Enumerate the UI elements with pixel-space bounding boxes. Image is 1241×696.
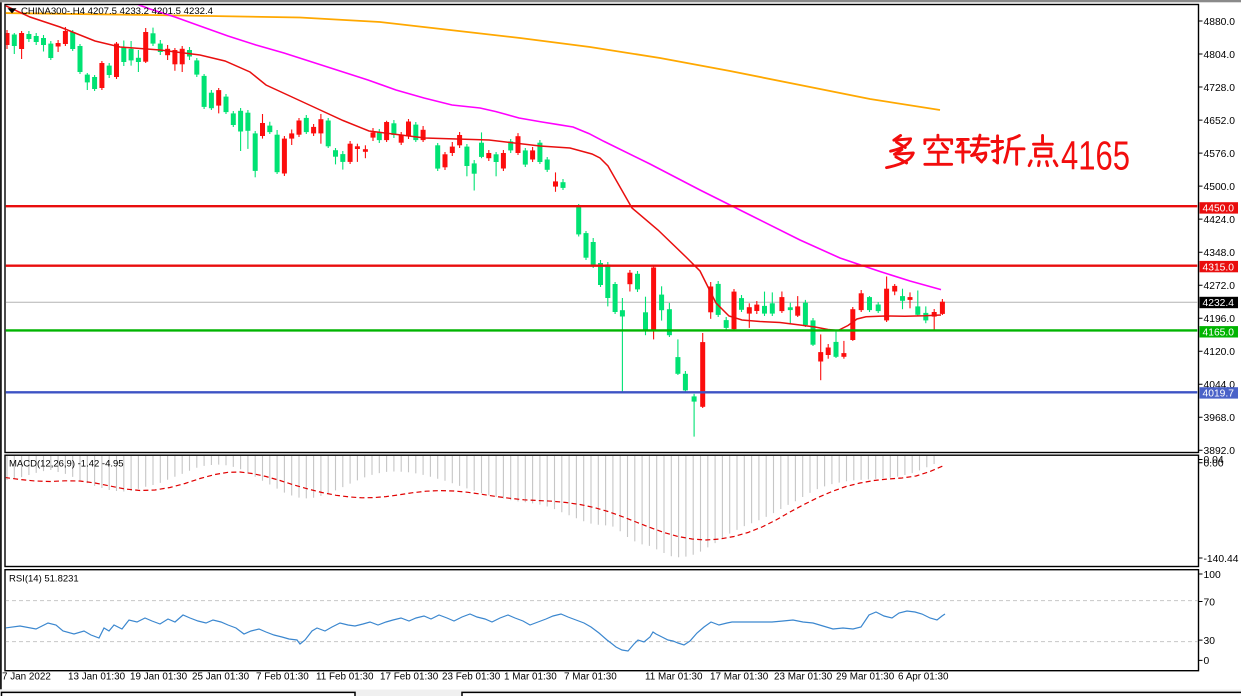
svg-text:11 Feb 01:30: 11 Feb 01:30 [316,672,374,683]
svg-text:23 Feb 01:30: 23 Feb 01:30 [442,672,501,683]
svg-text:4272.0: 4272.0 [1204,281,1236,292]
svg-text:4165.0: 4165.0 [1203,328,1235,339]
svg-text:4500.0: 4500.0 [1204,182,1236,193]
svg-text:-140.44: -140.44 [1204,554,1239,565]
svg-text:4804.0: 4804.0 [1204,50,1236,61]
svg-text:17 Mar 01:30: 17 Mar 01:30 [710,672,769,683]
svg-text:3892.0: 3892.0 [1204,446,1236,457]
svg-text:70: 70 [1204,597,1216,608]
svg-text:17 Feb 01:30: 17 Feb 01:30 [380,672,439,683]
svg-text:4652.0: 4652.0 [1204,116,1236,127]
svg-text:7 Feb 01:30: 7 Feb 01:30 [256,672,309,683]
svg-text:13 Jan 01:30: 13 Jan 01:30 [68,672,126,683]
svg-text:4196.0: 4196.0 [1204,314,1236,325]
svg-text:4165: 4165 [1061,133,1130,179]
svg-text:6 Apr 01:30: 6 Apr 01:30 [898,672,949,683]
svg-text:4450.0: 4450.0 [1203,204,1235,215]
svg-text:30: 30 [1204,636,1216,647]
svg-text:4880.0: 4880.0 [1204,17,1236,28]
svg-text:4044.0: 4044.0 [1204,380,1236,391]
svg-text:4232.4: 4232.4 [1203,298,1235,309]
svg-text:29 Mar 01:30: 29 Mar 01:30 [836,672,895,683]
svg-text:19 Jan 01:30: 19 Jan 01:30 [130,672,188,683]
svg-text:4315.0: 4315.0 [1203,262,1235,273]
svg-text:0: 0 [1204,656,1210,667]
svg-text:4728.0: 4728.0 [1204,83,1236,94]
svg-text:4019.7: 4019.7 [1203,389,1235,400]
svg-text:0.00: 0.00 [1204,459,1224,470]
svg-text:CHINA300-.H4 4207.5 4233.2 42: CHINA300-.H4 4207.5 4233.2 4201.5 4232.4 [21,6,214,17]
svg-text:25 Jan 01:30: 25 Jan 01:30 [192,672,250,683]
svg-text:7 Jan 2022: 7 Jan 2022 [2,672,51,683]
svg-text:MACD(12,26,9) -1.42 -4.95: MACD(12,26,9) -1.42 -4.95 [9,459,124,470]
svg-text:0.04: 0.04 [1204,455,1224,466]
svg-text:7 Mar 01:30: 7 Mar 01:30 [564,672,617,683]
svg-text:4576.0: 4576.0 [1204,149,1236,160]
svg-text:4424.0: 4424.0 [1204,215,1236,226]
svg-text:1 Mar 01:30: 1 Mar 01:30 [504,672,557,683]
svg-text:4120.0: 4120.0 [1204,347,1236,358]
svg-text:RSI(14) 51.8231: RSI(14) 51.8231 [9,574,79,585]
svg-text:23 Mar 01:30: 23 Mar 01:30 [774,672,833,683]
svg-text:3968.0: 3968.0 [1204,413,1236,424]
svg-text:4348.0: 4348.0 [1204,248,1236,259]
svg-text:11 Mar 01:30: 11 Mar 01:30 [645,672,703,683]
svg-text:100: 100 [1204,570,1221,581]
